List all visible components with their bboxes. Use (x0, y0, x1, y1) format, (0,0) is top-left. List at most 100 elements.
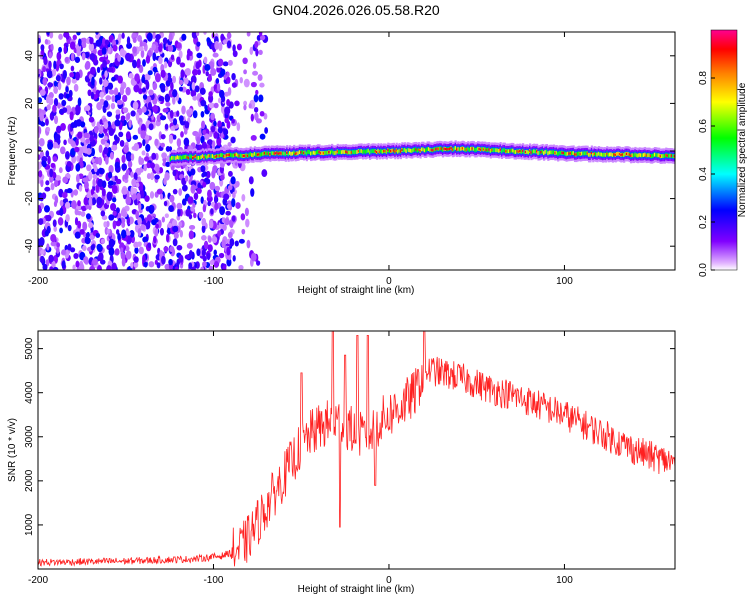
heatmap-cell (97, 178, 104, 188)
heatmap-cell (538, 150, 542, 155)
heatmap-cell (185, 165, 189, 172)
heatmap-cell (470, 146, 473, 151)
heatmap-cell (121, 154, 126, 164)
heatmap-cell (103, 221, 107, 228)
heatmap-cell (361, 150, 365, 154)
heatmap-cell (670, 154, 673, 157)
heatmap-cell (335, 150, 338, 155)
heatmap-cell (113, 134, 118, 141)
heatmap-cell (232, 191, 236, 199)
heatmap-cell (121, 32, 125, 39)
heatmap-cell (161, 152, 167, 159)
heatmap-cell (405, 149, 408, 154)
heatmap-cell (191, 184, 196, 191)
heatmap-cell (115, 220, 121, 227)
heatmap-cell (217, 230, 222, 237)
heatmap-cell (246, 32, 251, 37)
heatmap-cell (342, 149, 345, 154)
heatmap-cell (583, 151, 586, 156)
heatmap-cell (562, 151, 565, 155)
heatmap-cell (181, 33, 187, 41)
heatmap-cell (48, 60, 52, 69)
heatmap-cell (180, 69, 185, 79)
snr-x-tick-label: -100 (203, 575, 223, 586)
heatmap-cell (181, 198, 187, 206)
heatmap-cell (634, 152, 637, 157)
heatmap-cell (280, 152, 283, 155)
heatmap-cell (164, 213, 169, 219)
heatmap-cell (83, 181, 89, 190)
heatmap-cell (119, 140, 125, 147)
heatmap-cell (184, 175, 189, 182)
heatmap-cell (265, 151, 268, 156)
heatmap-cell (457, 146, 460, 151)
heatmap-cell (52, 266, 59, 270)
heatmap-cell (255, 260, 261, 266)
heatmap-cell (70, 52, 75, 62)
heatmap-cell (128, 72, 134, 79)
heatmap-cell (425, 148, 428, 153)
heatmap-cell (202, 204, 207, 213)
heatmap-cell (144, 156, 150, 162)
heatmap-cell (66, 76, 71, 86)
heatmap-cell (489, 148, 492, 153)
heatmap-cell (129, 230, 135, 238)
heatmap-cell (297, 151, 300, 156)
heatmap-cell (160, 133, 166, 140)
heatmap-cell (100, 138, 106, 145)
heatmap-cell (249, 152, 252, 157)
heatmap-cell (192, 156, 195, 160)
heatmap-cell (61, 249, 66, 255)
heatmap-cell (347, 150, 351, 155)
heatmap-cell (168, 205, 174, 212)
heatmap-cell (58, 93, 64, 100)
heatmap-cell (137, 202, 142, 211)
heatmap-cell (102, 59, 107, 69)
heatmap-cell (493, 148, 497, 152)
spectrogram-y-tick-label: 0 (24, 148, 35, 154)
heatmap-cell (263, 152, 266, 155)
heatmap-cell (230, 136, 236, 144)
heatmap-cell (213, 120, 217, 127)
heatmap-cell (142, 41, 147, 47)
heatmap-cell (217, 126, 223, 134)
heatmap-cell (188, 250, 193, 258)
heatmap-cell (178, 86, 184, 92)
heatmap-cell (214, 155, 217, 158)
heatmap-cell (130, 262, 134, 269)
heatmap-cell (250, 113, 255, 122)
heatmap-cell (513, 150, 516, 154)
heatmap-cell (287, 152, 290, 157)
heatmap-cell (96, 66, 101, 73)
heatmap-cell (135, 112, 140, 122)
heatmap-cell (217, 97, 222, 104)
heatmap-cell (601, 153, 605, 157)
heatmap-cells (38, 32, 675, 270)
heatmap-cell (253, 94, 259, 103)
heatmap-cell (200, 165, 206, 173)
heatmap-cell (520, 150, 523, 154)
heatmap-cell (88, 197, 93, 207)
heatmap-cell (96, 243, 102, 251)
heatmap-cell (418, 148, 421, 151)
heatmap-cell (160, 142, 165, 148)
heatmap-cell (151, 43, 157, 51)
heatmap-cell (359, 149, 362, 154)
heatmap-cell (169, 245, 175, 253)
heatmap-cell (324, 151, 327, 155)
heatmap-cell (83, 256, 89, 264)
heatmap-cell (49, 32, 54, 39)
heatmap-cell (218, 42, 223, 52)
heatmap-cell (453, 147, 456, 152)
heatmap-cell (434, 148, 438, 151)
heatmap-cell (78, 184, 83, 192)
heatmap-cell (77, 220, 82, 229)
heatmap-cell (95, 33, 101, 39)
heatmap-cell (178, 221, 183, 227)
heatmap-cell (571, 151, 574, 156)
heatmap-cell (353, 150, 356, 155)
heatmap-cell (186, 156, 189, 159)
heatmap-cell (74, 231, 81, 239)
heatmap-cell (43, 56, 48, 66)
heatmap-cell (50, 162, 56, 169)
